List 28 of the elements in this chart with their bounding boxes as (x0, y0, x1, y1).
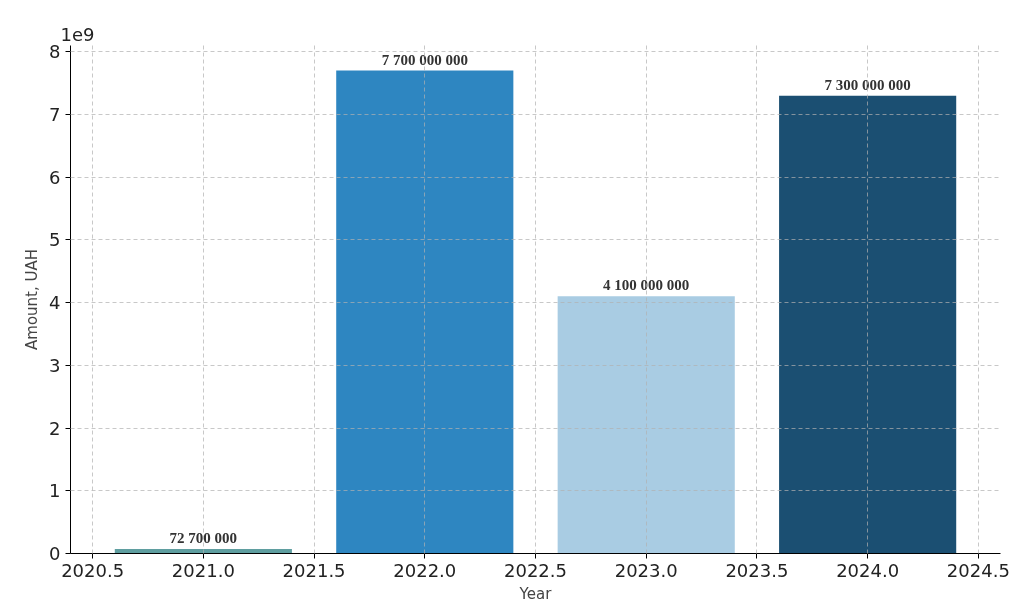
y-tick-label: 3 (49, 354, 61, 376)
y-tick-label: 6 (49, 166, 61, 188)
annotation: 4 100 000 000 (603, 277, 690, 294)
annotation: 7 300 000 000 (824, 76, 911, 93)
x-tick-label: 2023.0 (614, 559, 678, 581)
y-tick-label: 0 (49, 543, 61, 564)
x-axis-title: Year (518, 584, 553, 603)
text: 1e9 (60, 23, 95, 45)
y-tick-label: 2 (49, 417, 61, 439)
bar (336, 70, 514, 554)
y-tick-label: 4 (49, 292, 61, 314)
y-tick-label: 1 (49, 480, 61, 502)
bar (557, 296, 735, 554)
x-tick-label: 2022.0 (393, 559, 457, 581)
y-axis-title: Amount, UAH (23, 248, 42, 350)
bar (779, 95, 957, 554)
x-tick-label: 2021.0 (171, 559, 235, 581)
x-tick-label: 2022.5 (504, 559, 567, 581)
y-tick-label: 5 (49, 229, 61, 251)
x-tick-label: 2024.5 (946, 559, 1010, 581)
x-tick-label: 2020.5 (61, 559, 125, 581)
x-tick-label: 2021.5 (282, 559, 346, 581)
annotation: 7 700 000 000 (381, 51, 468, 68)
x-tick-label: 2023.5 (725, 559, 789, 581)
x-tick-label: 2024.0 (836, 559, 900, 581)
annotation: 72 700 000 (169, 529, 238, 546)
y-tick-label: 8 (49, 41, 61, 63)
y-tick-label: 7 (49, 103, 61, 125)
